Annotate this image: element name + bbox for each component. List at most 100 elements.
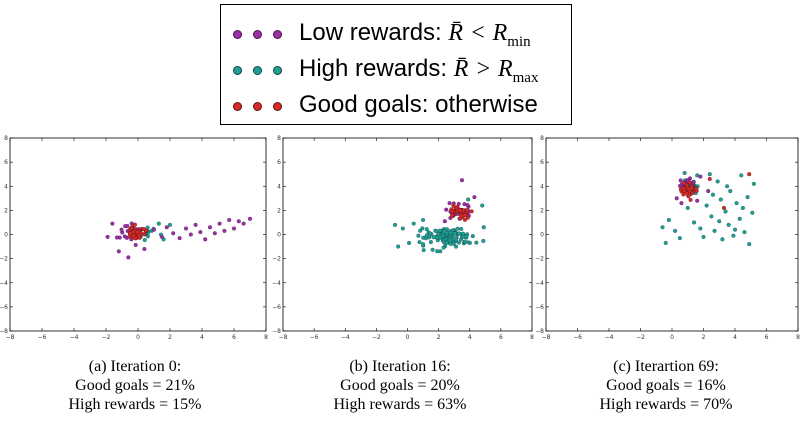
data-point-high-rewards: [704, 203, 709, 208]
legend-math-sub: max: [512, 69, 539, 86]
data-point-good-goals: [451, 203, 456, 208]
data-point-good-goals: [133, 236, 138, 241]
x-tick-label: 0: [406, 334, 410, 341]
data-point-good-goals: [464, 208, 470, 213]
data-point-low-rewards: [691, 180, 696, 185]
data-point-low-rewards: [465, 202, 470, 208]
x-tick-label: 8: [530, 334, 534, 341]
data-point-high-rewards: [751, 181, 756, 186]
legend-math-op: >: [475, 56, 492, 82]
data-point-high-rewards: [715, 179, 720, 184]
data-point-good-goals: [707, 176, 712, 182]
data-point-good-goals: [144, 228, 149, 233]
x-tick-label: −8: [279, 334, 288, 341]
data-point-high-rewards: [411, 221, 416, 226]
legend-marker-low: [233, 30, 242, 39]
data-point-low-rewards: [459, 178, 465, 183]
data-point-high-rewards: [740, 205, 745, 211]
data-point-low-rewards: [444, 207, 449, 212]
y-tick-label: −6: [535, 304, 544, 311]
data-point-high-rewards: [442, 229, 447, 234]
legend-math-sub: min: [507, 33, 531, 50]
legend-marker-good: [273, 102, 282, 111]
data-point-high-rewards: [707, 172, 712, 177]
data-point-low-rewards: [247, 216, 253, 221]
legend-marker-low: [273, 30, 282, 39]
data-point-high-rewards: [396, 244, 401, 249]
data-point-high-rewards: [420, 217, 426, 223]
legend-entry-low: Low rewards: R̄ < Rmin: [221, 15, 571, 51]
data-point-high-rewards: [428, 239, 434, 245]
data-point-good-goals: [449, 213, 455, 218]
data-point-high-rewards: [467, 240, 473, 246]
scatter-plot-iteration-16: −8 −6 −4 −2 0 2 4 6 8 −8 −6 −4 −2 0 2 4 6 8: [272, 135, 534, 341]
data-point-low-rewards: [183, 226, 189, 231]
data-point-good-goals: [469, 209, 474, 214]
data-point-high-rewards: [424, 227, 429, 232]
data-point-good-goals: [132, 222, 138, 227]
data-point-low-rewards: [678, 178, 683, 183]
data-point-low-rewards: [151, 227, 157, 232]
scatter-plot-iteration-0: −8 −6 −4 −2 0 2 4 6 8 −8 −6 −4 −2 0 2 4 6 8: [0, 135, 268, 341]
data-point-high-rewards: [434, 228, 439, 234]
caption-high-rewards: High rewards = 63%: [333, 396, 467, 413]
x-tick-label: 8: [264, 334, 268, 341]
data-point-high-rewards: [453, 244, 459, 249]
data-point-high-rewards: [167, 222, 173, 227]
legend-label-low: Low rewards: R̄ < Rmin: [299, 19, 531, 51]
data-point-high-rewards: [660, 225, 665, 230]
y-tick-label: −2: [0, 256, 8, 263]
x-tick-label: 4: [733, 334, 737, 341]
caption-good-goals: Good goals = 21%: [75, 377, 195, 394]
x-tick-label: −8: [6, 334, 15, 341]
caption-good-goals: Good goals = 16%: [606, 377, 726, 394]
data-point-good-goals: [459, 213, 464, 218]
data-point-low-rewards: [679, 201, 684, 206]
data-point-good-goals: [694, 188, 699, 193]
data-point-high-rewards: [747, 242, 752, 247]
y-tick-label: −8: [0, 328, 8, 335]
y-tick-label: −2: [535, 256, 544, 263]
data-point-high-rewards: [745, 195, 750, 200]
x-tick-label: −8: [542, 334, 551, 341]
data-point-low-rewards: [706, 188, 711, 194]
y-tick-label: −6: [0, 304, 8, 311]
data-point-high-rewards: [723, 209, 728, 214]
data-point-high-rewards: [392, 222, 398, 227]
y-tick-label: 6: [4, 159, 8, 166]
data-point-high-rewards: [481, 225, 486, 230]
data-point-high-rewards: [666, 217, 671, 223]
data-point-low-rewards: [164, 225, 169, 230]
data-point-high-rewards: [420, 242, 426, 247]
x-tick-label: 4: [200, 334, 204, 341]
data-point-high-rewards: [451, 241, 456, 247]
data-point-good-goals: [684, 182, 690, 188]
data-point-high-rewards: [156, 221, 161, 226]
caption-title: (b) Iteration 16:: [349, 358, 451, 375]
legend-label-high: High rewards: R̄ > Rmax: [299, 55, 538, 87]
data-point-low-rewards: [222, 228, 227, 233]
data-point-high-rewards: [444, 240, 449, 245]
data-point-high-rewards: [712, 228, 717, 233]
legend-math-lhs: R̄: [448, 20, 464, 46]
data-point-good-goals: [127, 234, 132, 239]
data-point-low-rewards: [442, 219, 447, 224]
data-point-low-rewards: [193, 222, 198, 227]
data-point-high-rewards: [701, 234, 706, 240]
data-point-high-rewards: [742, 229, 747, 235]
x-tick-label: −2: [102, 334, 111, 341]
legend-marker-high: [253, 66, 262, 75]
data-point-high-rewards: [663, 240, 668, 246]
data-point-high-rewards: [750, 210, 755, 215]
data-point-high-rewards: [685, 205, 690, 211]
data-point-low-rewards: [203, 237, 208, 242]
data-point-good-goals: [690, 191, 695, 196]
caption-title: (c) Iterartion 69:: [613, 358, 719, 375]
data-point-low-rewards: [227, 217, 232, 223]
x-tick-label: −2: [372, 334, 381, 341]
x-tick-label: 4: [468, 334, 472, 341]
x-tick-label: 0: [670, 334, 674, 341]
data-point-high-rewards: [448, 230, 453, 235]
data-point-high-rewards: [421, 248, 426, 253]
y-tick-label: 0: [540, 232, 544, 239]
